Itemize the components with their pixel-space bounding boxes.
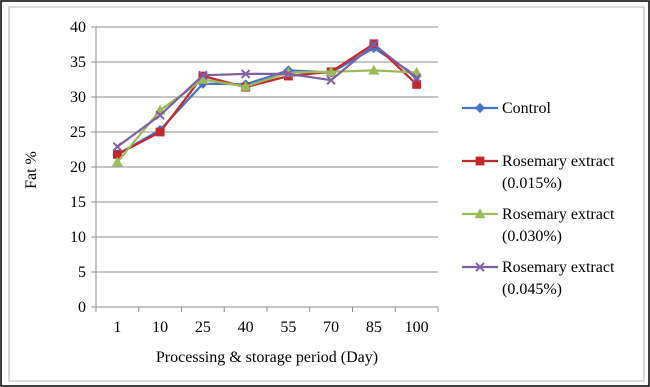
legend-label: (0.045%) [502, 281, 562, 298]
legend-label: Rosemary extract [502, 206, 615, 223]
data-point [412, 80, 422, 89]
data-point [155, 127, 165, 137]
x-tick-label: 10 [152, 319, 168, 336]
data-point [112, 141, 123, 152]
grid-layer [96, 26, 438, 273]
legend-marker [474, 102, 486, 114]
series-line [116, 42, 418, 156]
legend-marker [475, 156, 485, 166]
y-tick-label: 0 [78, 299, 86, 316]
data-point [283, 69, 294, 79]
series-layer [111, 39, 423, 167]
legend-item-4: Rosemary extract (0.045%) [462, 259, 615, 298]
data-point [240, 80, 252, 91]
legend-label: Rosemary extract [502, 259, 615, 276]
data-point [240, 69, 251, 79]
legend-marker [475, 262, 485, 272]
data-point [111, 156, 123, 167]
legend-item-2: Rosemary extract (0.015%) [462, 153, 615, 192]
inner-border [8, 6, 645, 382]
y-tick-label: 20 [70, 159, 86, 176]
data-point [411, 73, 422, 83]
legend-item-1: Control [462, 100, 551, 117]
x-tick-label: 1 [113, 319, 121, 336]
data-point [155, 110, 165, 120]
x-tick-label: 100 [405, 319, 429, 336]
y-tick-label: 40 [70, 19, 86, 36]
x-axis-title: Processing & storage period (Day) [156, 349, 378, 366]
axis-layer: 0 5 10 15 20 25 30 35 40 1 10 25 40 55 70 85 100 [70, 19, 439, 336]
y-tick-label: 35 [70, 54, 86, 71]
y-axis-title: Fat % [23, 151, 40, 189]
data-point [325, 66, 337, 77]
data-point [368, 64, 380, 75]
y-tick-label: 25 [70, 124, 86, 141]
legend-item-3: Rosemary extract (0.030%) [462, 206, 615, 245]
legend-marker [474, 208, 486, 219]
legend-label: (0.015%) [502, 175, 562, 192]
y-tick-label: 30 [70, 89, 86, 106]
legend-label: (0.030%) [502, 228, 562, 245]
data-point [411, 66, 423, 77]
x-tick-label: 25 [195, 319, 211, 336]
data-point [369, 39, 379, 50]
x-tick-label: 40 [238, 319, 254, 336]
data-point [198, 70, 208, 81]
y-tick-label: 10 [70, 229, 86, 246]
legend-label: Control [502, 100, 551, 117]
x-tick-label: 85 [366, 319, 382, 336]
series-line [116, 69, 417, 163]
data-point [326, 75, 336, 85]
y-tick-label: 15 [70, 194, 86, 211]
legend-label: Rosemary extract [502, 153, 615, 170]
y-tick-label: 5 [78, 264, 86, 281]
x-tick-label: 55 [280, 319, 296, 336]
series-4 [112, 39, 422, 152]
series-line [116, 43, 418, 148]
x-tick-label: 70 [323, 319, 339, 336]
